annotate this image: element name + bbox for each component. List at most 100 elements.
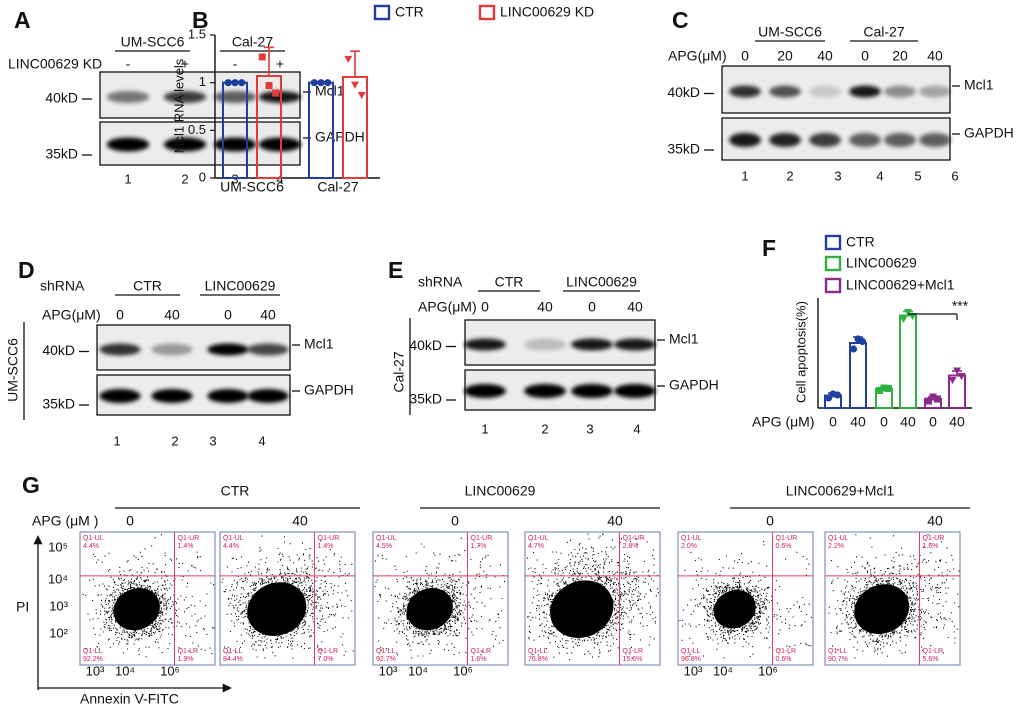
legend-swatch (478, 4, 496, 21)
event-dots (828, 534, 960, 659)
gate-name: Q1-UL (83, 535, 104, 542)
band (464, 384, 506, 398)
gate-name: Q1-LL (376, 648, 396, 655)
legend-swatch (824, 234, 842, 251)
band (151, 389, 193, 403)
condition: 40 (537, 299, 553, 315)
protein-label: GAPDH (669, 377, 719, 393)
mw-marker: 40kD (45, 90, 78, 106)
band (884, 85, 916, 98)
y-tick-label: 1 (199, 74, 206, 89)
group-label: LINC00629 (205, 278, 276, 294)
gate-name: Q1-UR (471, 535, 493, 542)
shrna-label: shRNA (40, 278, 85, 294)
y-tick-label: 10³ (49, 598, 68, 613)
event-dots (82, 534, 215, 658)
gate-name: Q1-UR (923, 535, 945, 542)
legend-label: LINC00629 (846, 255, 917, 271)
band (884, 133, 916, 147)
y-axis-title: Mcl1 RNA levels (171, 58, 186, 153)
group-label: UM-SCC6 (758, 24, 822, 40)
group-label: Cal-27 (232, 34, 273, 50)
condition: - (233, 56, 238, 72)
protein-label: Mcl1 (304, 336, 334, 352)
x-tick-label: 10⁴ (408, 663, 428, 678)
y-axis-title: Cell apoptosis(%) (793, 301, 808, 403)
lane-number: 5 (914, 168, 921, 183)
condition-label: LINC00629 KD (8, 56, 102, 72)
band (213, 91, 257, 103)
band (524, 384, 566, 398)
band (849, 85, 881, 98)
error-bar (350, 50, 360, 77)
x-tick-label: 10³ (86, 663, 105, 678)
gate-name: Q1-UL (681, 535, 702, 542)
band (464, 338, 506, 351)
band (571, 338, 613, 351)
protein-label: GAPDH (964, 125, 1014, 141)
gate-percent: 5.6% (923, 656, 939, 663)
band (247, 389, 289, 403)
band (151, 343, 193, 356)
bar (899, 314, 917, 409)
gate-percent: 92.2% (83, 656, 103, 663)
x-axis-title: APG (μM) (752, 414, 815, 430)
gate-percent: 1.4% (178, 543, 194, 550)
lane-number: 1 (741, 168, 748, 183)
gate-percent: 1.6% (471, 656, 487, 663)
gate-name: Q1-LR (318, 648, 339, 655)
lane-number: 4 (258, 433, 265, 448)
gate-percent: 1.7% (471, 543, 487, 550)
band (809, 85, 841, 98)
y-tick-label: 10² (49, 625, 68, 640)
mw-marker: 40kD (409, 337, 442, 353)
lane-number: 2 (171, 433, 178, 448)
y-tick-label: 10⁵ (48, 539, 68, 554)
legend-swatch (824, 277, 842, 294)
replicate-point (948, 377, 957, 384)
y-tick-label: 10⁴ (48, 571, 68, 586)
replicate-point (908, 313, 917, 320)
condition: 0 (588, 299, 596, 315)
band (919, 85, 951, 98)
cell-line-label: UM-SCC6 (5, 338, 21, 402)
lane-number: 6 (951, 168, 958, 183)
gate-percent: 0.6% (776, 543, 792, 550)
replicate-point (925, 397, 933, 405)
band (524, 338, 566, 351)
gate-percent: 1.6% (923, 543, 939, 550)
x-tick-label: 40 (850, 414, 866, 430)
band (163, 137, 207, 152)
legend-label: CTR (846, 234, 875, 250)
gate-percent: 2.8% (623, 543, 639, 550)
gate-name: Q1-LL (528, 648, 548, 655)
gate-percent: 2.2% (828, 543, 844, 550)
band (809, 133, 841, 147)
condition: 20 (777, 48, 793, 64)
gate-percent: 4.4% (83, 543, 99, 550)
band (729, 85, 761, 98)
replicate-point (957, 373, 966, 380)
band (849, 133, 881, 147)
condition: 40 (164, 307, 180, 323)
gate-name: Q1-LL (828, 648, 848, 655)
group-label: LINC00629 (465, 483, 536, 499)
replicate-point (357, 92, 366, 100)
x-tick-label: 10³ (379, 663, 398, 678)
band (99, 389, 141, 403)
replicate-point (324, 79, 332, 87)
condition: 0 (116, 307, 124, 323)
group-label: LINC00629+Mcl1 (786, 483, 895, 499)
y-tick-label: 1.5 (188, 26, 206, 41)
replicate-point (849, 345, 858, 353)
gate-name: Q1-UR (776, 535, 798, 542)
x-tick-label: 10⁶ (160, 663, 180, 678)
condition-label: APG (μM ) (32, 513, 98, 529)
replicate-point (265, 82, 273, 90)
group-label: Cal-27 (863, 24, 904, 40)
protein-label: Mcl1 (669, 331, 699, 347)
legend-swatch (824, 255, 842, 272)
group-label: CTR (495, 274, 524, 290)
gate-percent: 1.4% (318, 543, 334, 550)
condition: 0 (741, 48, 749, 64)
